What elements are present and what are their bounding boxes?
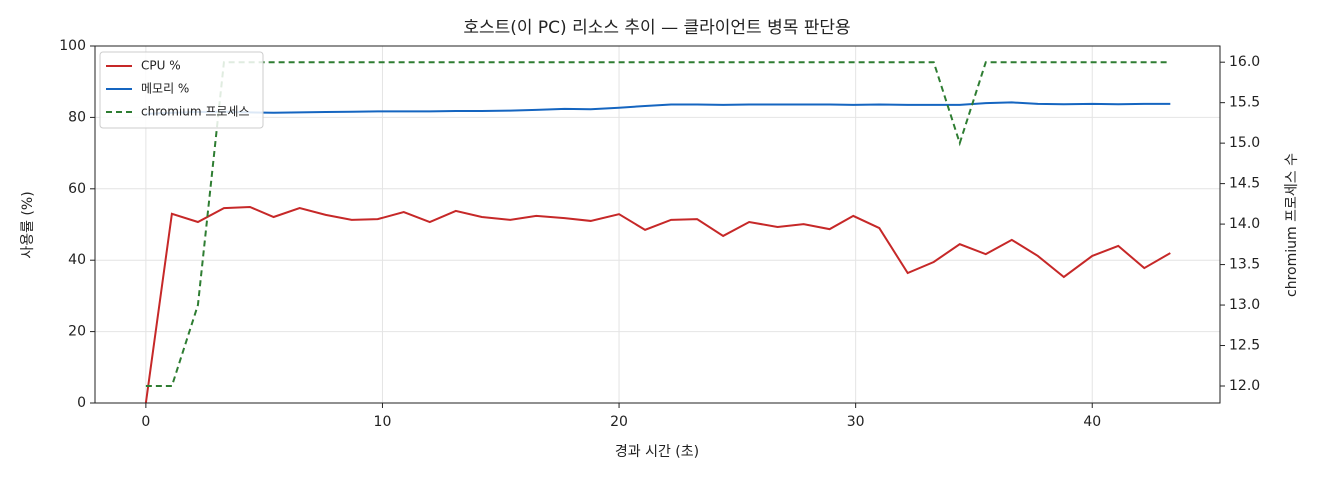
- x-tick-label: 40: [1083, 414, 1101, 430]
- x-tick-label: 30: [847, 414, 865, 430]
- chart-title: 호스트(이 PC) 리소스 추이 — 클라이언트 병목 판단용: [463, 18, 850, 38]
- y-tick-label: 0: [77, 395, 86, 411]
- y2-tick-label: 13.0: [1229, 297, 1260, 313]
- y2-tick-label: 14.5: [1229, 176, 1260, 192]
- y2-tick-label: 12.5: [1229, 338, 1260, 354]
- y2-tick-label: 14.0: [1229, 216, 1260, 232]
- y-axis-label: 사용률 (%): [20, 191, 36, 258]
- plot-frame: [94, 45, 1221, 404]
- x-axis-label: 경과 시간 (초): [615, 444, 699, 460]
- y-tick-label: 60: [68, 181, 86, 197]
- y-tick-label: 80: [68, 109, 86, 125]
- x-tick-label: 0: [141, 414, 150, 430]
- series-line: [145, 61, 1171, 387]
- y-tick-label: 20: [68, 324, 86, 340]
- legend-box: [99, 51, 264, 129]
- y-tick-label: 40: [68, 252, 86, 268]
- y2-tick-label: 15.5: [1229, 95, 1260, 111]
- series-line: [145, 101, 1171, 115]
- y2-axis-label: chromium 프로세스 수: [1284, 153, 1300, 297]
- y2-tick-label: 15.0: [1229, 135, 1260, 151]
- legend-label: chromium 프로세스: [141, 105, 250, 119]
- y2-tick-label: 16.0: [1229, 54, 1260, 70]
- y2-tick-label: 12.0: [1229, 378, 1260, 394]
- legend-label: 메모리 %: [141, 82, 189, 96]
- y-tick-label: 100: [59, 38, 86, 54]
- x-tick-label: 10: [374, 414, 392, 430]
- series-line: [144, 205, 1171, 404]
- legend-label: CPU %: [141, 59, 181, 73]
- x-tick-label: 20: [610, 414, 628, 430]
- y2-tick-label: 13.5: [1229, 257, 1260, 273]
